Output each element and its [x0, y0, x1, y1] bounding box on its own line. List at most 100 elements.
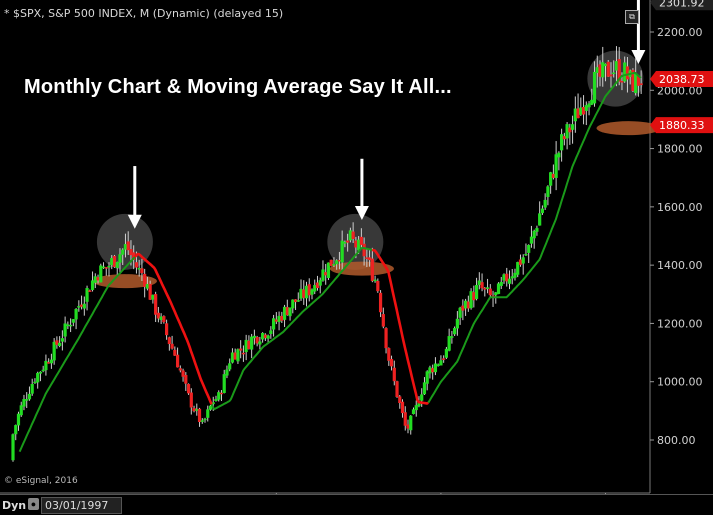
candle-body [516, 262, 520, 275]
candle-body [620, 80, 624, 83]
candle-body [263, 334, 267, 338]
chart-title: * $SPX, S&P 500 INDEX, M (Dynamic) (dela… [4, 7, 284, 20]
candle-body [332, 264, 336, 266]
candle-body [568, 127, 572, 133]
restore-window-icon[interactable]: ⧉ [625, 10, 639, 24]
candle-body [132, 252, 136, 260]
candle-body [33, 381, 37, 384]
candle-body [145, 284, 150, 289]
candle-body [55, 340, 59, 345]
candle-body [543, 199, 547, 208]
candle-body [30, 383, 34, 394]
candle-body [411, 409, 416, 415]
candle-body [590, 99, 594, 105]
candle-body [252, 335, 256, 339]
candle-body [93, 276, 97, 283]
candle-body [304, 285, 309, 299]
candle-body [634, 73, 638, 94]
candle-body [565, 124, 569, 139]
candle-body [636, 75, 641, 86]
candle-body [211, 402, 215, 405]
candle-body [156, 312, 160, 319]
candle-body [178, 368, 182, 371]
candle-body [19, 405, 23, 416]
candle-body [269, 330, 273, 335]
candle-body [189, 392, 193, 408]
chart-annotation: Monthly Chart & Moving Average Say It Al… [24, 76, 452, 98]
candle-body [532, 230, 536, 239]
candle-body [576, 108, 580, 119]
moving-average-down-segment [133, 252, 213, 405]
candle-body [409, 415, 413, 431]
candle-body [389, 358, 394, 367]
candle-body [505, 273, 509, 282]
candle-body [612, 72, 616, 75]
candle-body [217, 392, 221, 400]
candle-body [433, 363, 438, 373]
candle-body [483, 287, 487, 290]
candle-body [74, 308, 78, 320]
candle-body [175, 354, 180, 368]
candle-body [527, 244, 531, 253]
dynamic-mode-label[interactable]: Dyn [2, 499, 27, 512]
candle-body [296, 300, 300, 302]
candle-body [398, 396, 402, 404]
cursor-date-field[interactable]: 03/01/1997 [41, 497, 122, 514]
candle-body [337, 259, 342, 262]
candle-body [233, 352, 237, 360]
candle-body [603, 63, 608, 67]
candle-body [151, 294, 155, 300]
close-value-label-tag [650, 117, 713, 134]
candle-body [453, 328, 457, 335]
candle-body [551, 173, 555, 178]
candle-body [417, 402, 421, 407]
candle-body [271, 318, 276, 330]
candle-body [88, 290, 92, 292]
candle-body [428, 367, 432, 374]
candle-body [77, 306, 81, 308]
y-tick-label: 2200.00 [657, 26, 703, 39]
moving-average-up-segment [18, 256, 136, 453]
candle-body [38, 371, 43, 374]
candle-body [376, 280, 380, 292]
candle-body [41, 369, 45, 372]
candle-body [592, 71, 597, 104]
moving-average-up-segment [210, 246, 373, 411]
candle-body [36, 372, 40, 383]
esignal-credit: © eSignal, 2016 [4, 476, 78, 486]
candle-body [469, 291, 473, 309]
candle-body [370, 258, 374, 281]
candle-body [609, 74, 613, 77]
candle-body [63, 323, 67, 337]
candle-body [392, 367, 396, 382]
candle-body [85, 288, 89, 302]
down-arrow-head [631, 50, 646, 65]
candle-body [499, 281, 503, 286]
candle-body [639, 83, 643, 85]
candle-body [236, 349, 240, 362]
candle-body [167, 337, 171, 345]
candle-body [170, 343, 174, 349]
candle-body [335, 260, 339, 265]
candle-body [162, 316, 166, 323]
down-arrow-head [127, 214, 142, 229]
candle-body [291, 299, 295, 309]
candle-body [464, 300, 468, 309]
lock-icon[interactable]: ● [28, 498, 39, 510]
candle-body [321, 269, 325, 281]
candle-body [280, 315, 284, 321]
candle-body [318, 280, 322, 286]
ma-value-label: 2038.73 [659, 73, 705, 86]
candle-body [49, 359, 54, 364]
candle-body [203, 418, 207, 421]
candle-body [219, 392, 224, 395]
candle-body [137, 268, 141, 270]
candle-body [359, 236, 363, 245]
moving-average-up-segment [427, 72, 642, 404]
candle-body [403, 412, 407, 426]
candle-body [458, 307, 462, 318]
y-tick-label: 2000.00 [657, 84, 703, 97]
candle-body [387, 348, 391, 361]
candle-body [601, 62, 605, 78]
